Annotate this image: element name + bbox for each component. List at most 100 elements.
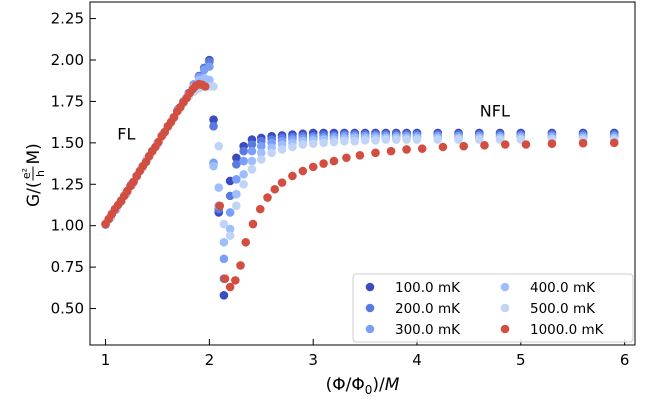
y-tick-label: 0.50 (51, 300, 84, 318)
data-point (219, 254, 229, 264)
legend-marker (365, 324, 375, 334)
data-point (329, 156, 339, 166)
legend: 100.0 mK 200.0 mK 300.0 mK 400.0 mK 500.0 mK… (352, 273, 634, 343)
data-point (391, 135, 401, 144)
y-axis-label-group: G/( e² h M) (20, 143, 47, 207)
data-point (232, 189, 241, 199)
data-point (288, 142, 297, 152)
data-point (480, 141, 489, 150)
data-point (239, 156, 248, 166)
data-point (241, 237, 251, 247)
x-axis-label-text: (Φ/Φ0)/M (326, 375, 400, 397)
data-point (433, 135, 443, 144)
data-point (417, 144, 427, 153)
data-point (256, 148, 266, 158)
data-point (386, 146, 396, 156)
data-point (225, 231, 235, 240)
data-point (205, 75, 214, 85)
data-point (360, 136, 370, 145)
legend-entry-label: 300.0 mK (395, 322, 461, 338)
data-point (247, 156, 257, 166)
legend-marker (500, 324, 510, 334)
data-point (225, 208, 235, 217)
data-point (209, 115, 218, 124)
data-point (219, 237, 229, 247)
x-axis-label: (Φ/Φ0)/M (326, 375, 400, 397)
plot-area (101, 55, 619, 300)
axis-ticks (90, 18, 626, 345)
data-point (256, 141, 266, 151)
legend-marker (500, 303, 510, 313)
legend-entry-label: 200.0 mK (395, 301, 461, 317)
y-label-suffix: M) (24, 143, 44, 164)
data-point (277, 178, 287, 187)
series-1000-0-mk (101, 79, 619, 292)
data-point (319, 138, 328, 148)
data-point (214, 141, 224, 151)
data-point (371, 148, 380, 158)
data-point (355, 150, 365, 160)
data-point (209, 82, 218, 91)
data-point (459, 141, 469, 151)
data-point (214, 183, 224, 192)
data-point (247, 146, 257, 156)
annotation-label: FL (117, 125, 135, 144)
data-point (308, 139, 318, 148)
y-axis-label: G/( e² h M) (20, 143, 47, 207)
data-point (256, 155, 266, 164)
data-point (231, 276, 240, 285)
data-point (200, 82, 210, 91)
data-point (578, 138, 588, 148)
data-point (247, 165, 257, 174)
y-tick-label: 2.25 (51, 10, 84, 28)
data-point (412, 135, 422, 144)
plot-frame (89, 1, 636, 346)
legend-marker (365, 303, 375, 313)
data-point (209, 121, 218, 131)
data-point (381, 135, 391, 144)
annotations: FL NFL (117, 101, 510, 143)
data-point (270, 184, 280, 194)
data-point (454, 135, 463, 144)
data-point (329, 137, 339, 147)
data-point (371, 136, 380, 145)
y-tick-label: 1.25 (51, 175, 84, 193)
data-point (205, 62, 214, 71)
data-point (521, 140, 531, 149)
data-point (308, 162, 318, 172)
data-point (232, 160, 241, 169)
x-tick-label: 2 (205, 351, 215, 369)
data-point (277, 145, 287, 154)
data-point (547, 139, 557, 148)
data-point (263, 193, 272, 202)
legend-box (352, 273, 634, 343)
legend-entry-label: 1000.0 mK (530, 322, 605, 338)
x-tick-label: 3 (308, 351, 318, 369)
data-point (225, 224, 235, 234)
data-point (298, 166, 308, 176)
y-tick-label: 1.75 (51, 92, 84, 110)
data-point (215, 201, 225, 211)
data-point (219, 219, 229, 229)
data-point (402, 135, 411, 144)
legend-marker (365, 282, 375, 292)
legend-entry-label: 500.0 mK (530, 301, 596, 317)
data-point (402, 145, 411, 154)
y-label-prefix: G/( (24, 182, 44, 208)
data-point (220, 274, 230, 284)
data-point (342, 153, 351, 163)
data-point (319, 159, 328, 168)
data-point (236, 261, 245, 270)
y-label-denominator: h (34, 170, 47, 177)
legend-entry-label: 400.0 mK (530, 280, 596, 296)
data-point (232, 174, 241, 184)
data-point (438, 142, 448, 152)
y-label-numerator: e² (20, 168, 33, 179)
legend-entry-label: 100.0 mK (395, 280, 461, 296)
data-point (340, 136, 349, 146)
data-point (225, 282, 235, 292)
y-tick-label: 1.00 (51, 217, 84, 235)
data-point (232, 153, 241, 163)
data-point (209, 161, 218, 171)
